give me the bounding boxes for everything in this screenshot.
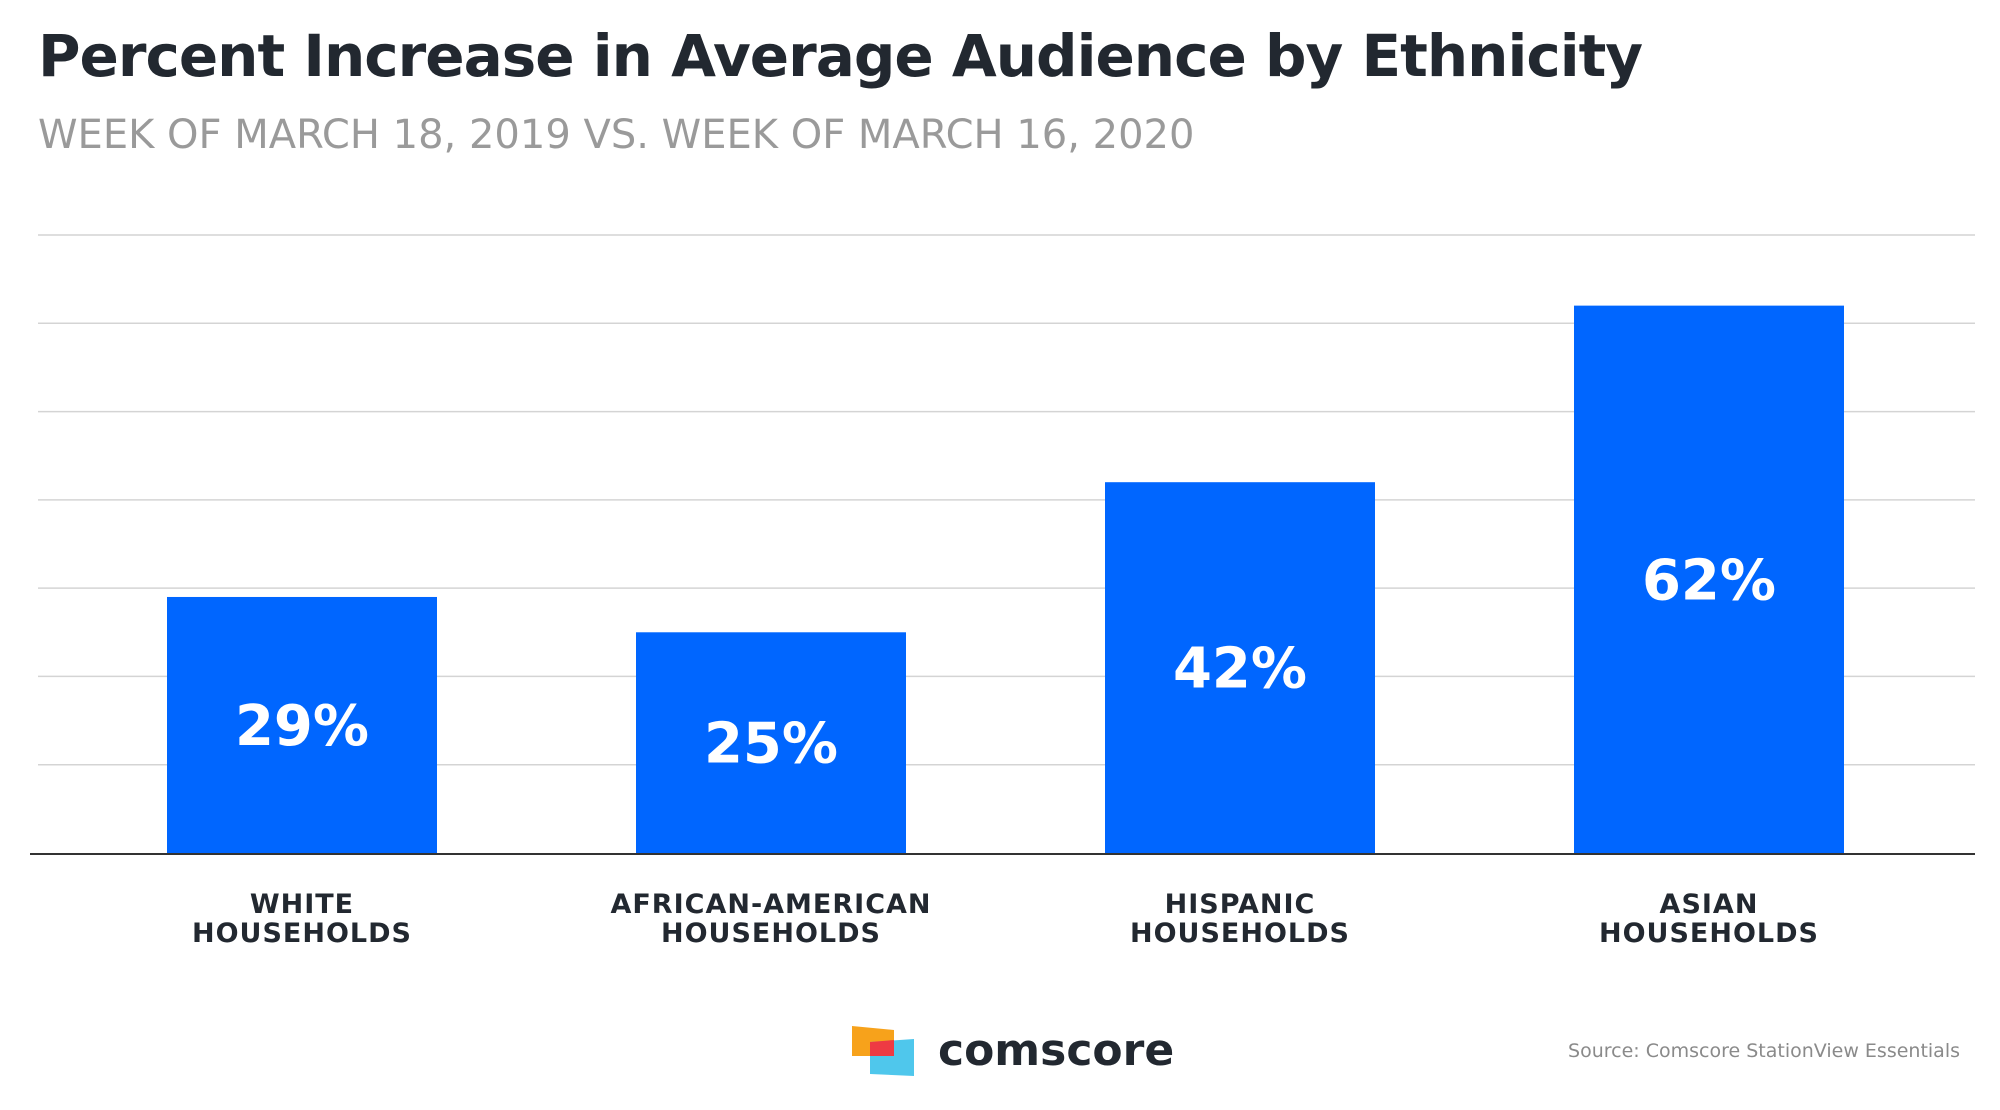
data-label-0: 29% <box>235 694 369 759</box>
data-label-2: 42% <box>1173 637 1307 702</box>
bars: 29% 25% 42% 62% <box>167 305 1844 854</box>
category-label-1-1: HOUSEHOLDS <box>661 918 881 949</box>
chart-title: Percent Increase in Average Audience by … <box>38 22 1643 90</box>
category-label-2-0: HISPANIC <box>1165 889 1316 920</box>
brand-name: comscore <box>938 1025 1175 1076</box>
bar-1 <box>636 632 906 853</box>
chart-subtitle: WEEK OF MARCH 18, 2019 VS. WEEK OF MARCH… <box>38 112 1195 158</box>
data-label-1: 25% <box>704 712 838 777</box>
category-label-3-1: HOUSEHOLDS <box>1599 918 1819 949</box>
bar-2 <box>1105 482 1375 853</box>
category-label-0-1: HOUSEHOLDS <box>192 918 412 949</box>
category-label-2-1: HOUSEHOLDS <box>1130 918 1350 949</box>
logo-mark-icon <box>852 1025 914 1076</box>
bar-0 <box>167 596 437 853</box>
category-label-1-0: AFRICAN-AMERICAN <box>610 889 931 920</box>
category-labels: WHITEHOUSEHOLDSAFRICAN-AMERICANHOUSEHOLD… <box>192 889 1819 949</box>
category-label-0-0: WHITE <box>250 889 354 920</box>
data-label-3: 62% <box>1642 548 1776 613</box>
category-label-3-0: ASIAN <box>1660 889 1759 920</box>
bar-3 <box>1574 305 1844 854</box>
source-note: Source: Comscore StationView Essentials <box>1568 1040 1960 1062</box>
comscore-logo: comscore <box>850 1025 1174 1076</box>
